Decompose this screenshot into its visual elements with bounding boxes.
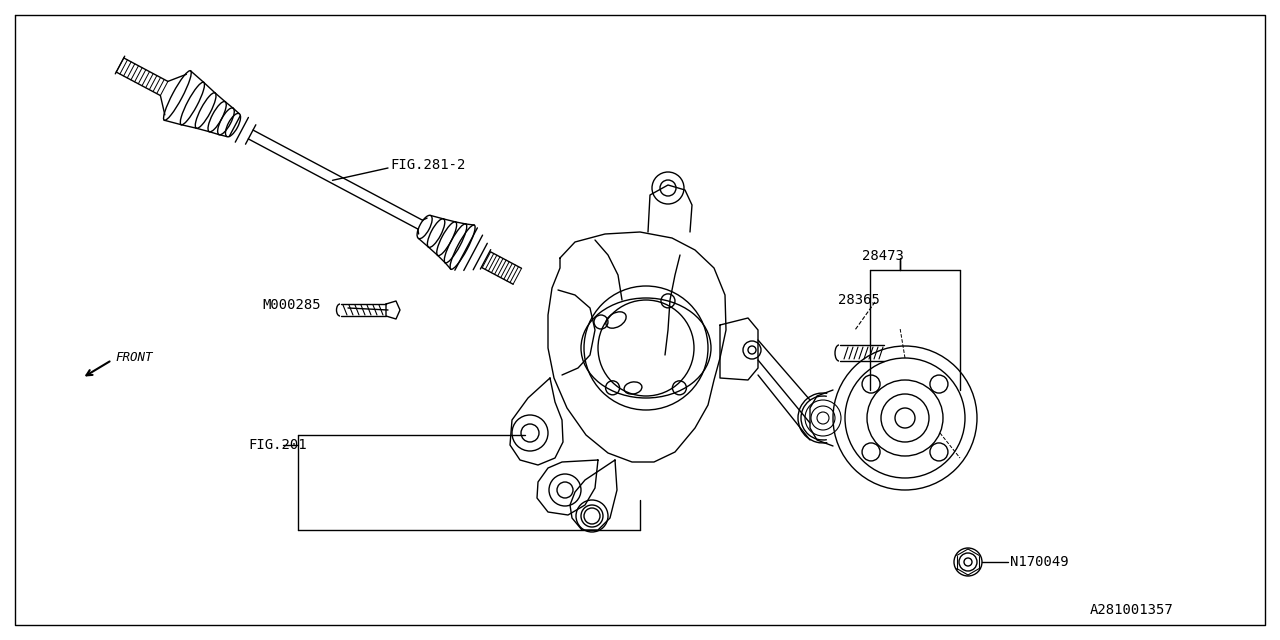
Text: FRONT: FRONT <box>115 351 152 364</box>
Text: 28473: 28473 <box>861 249 904 263</box>
Text: N170049: N170049 <box>1010 555 1069 569</box>
Text: FIG.281-2: FIG.281-2 <box>390 158 466 172</box>
Text: 28365: 28365 <box>838 293 879 307</box>
Text: M000285: M000285 <box>262 298 320 312</box>
Text: FIG.201: FIG.201 <box>248 438 307 452</box>
Text: A281001357: A281001357 <box>1091 603 1174 617</box>
